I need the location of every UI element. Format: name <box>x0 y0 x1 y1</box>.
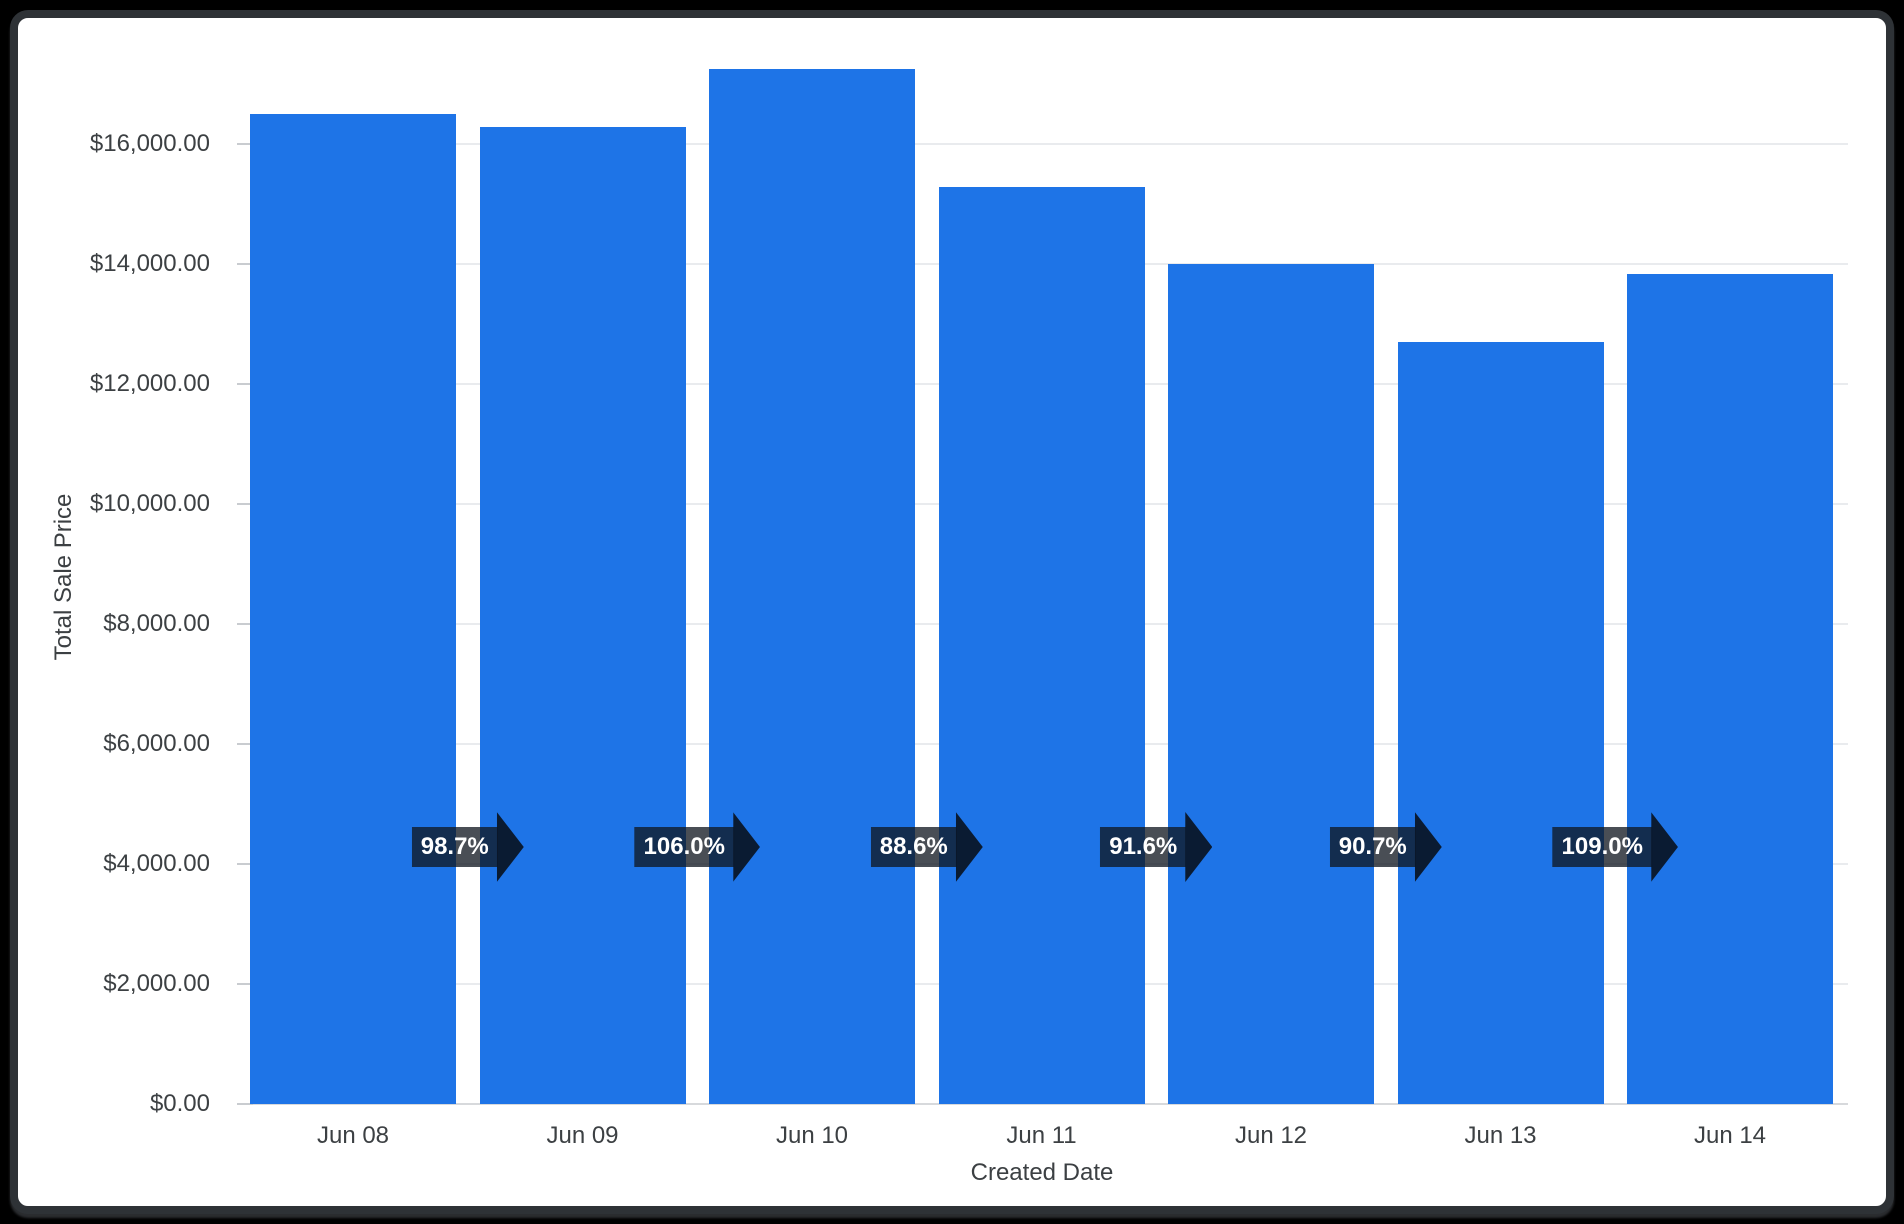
percent-change-badge: 91.6% <box>1100 812 1213 882</box>
y-tick-label: $14,000.00 <box>89 250 210 277</box>
y-axis-tick <box>237 983 253 985</box>
y-tick-label: $2,000.00 <box>103 970 210 997</box>
x-tick-label: Jun 12 <box>1234 1122 1308 1149</box>
x-tick-label: Jun 10 <box>775 1122 849 1149</box>
bar[interactable] <box>1397 342 1604 1104</box>
y-axis-title: Total Sale Price <box>50 493 77 661</box>
percent-change-badge: 88.6% <box>870 812 983 882</box>
x-axis-title: Created Date <box>970 1159 1114 1186</box>
arrow-right-icon <box>1650 812 1678 882</box>
x-tick-label: Jun 14 <box>1693 1122 1767 1149</box>
arrow-right-icon <box>1414 812 1442 882</box>
percent-change-badge: 98.7% <box>411 812 524 882</box>
percent-change-badge: 106.0% <box>634 812 760 882</box>
y-axis-tick <box>237 143 253 145</box>
x-tick-label: Jun 13 <box>1464 1122 1537 1149</box>
arrow-right-icon <box>955 812 983 882</box>
y-tick-label: $12,000.00 <box>89 370 210 397</box>
bar[interactable] <box>938 187 1145 1104</box>
x-axis-line <box>237 1103 1848 1105</box>
bar[interactable] <box>479 126 686 1104</box>
y-axis-tick <box>237 263 253 265</box>
bar[interactable] <box>1168 264 1374 1104</box>
percent-change-value: 91.6% <box>1100 827 1187 867</box>
bar[interactable] <box>709 69 915 1104</box>
y-tick-label: $0.00 <box>149 1090 210 1117</box>
x-tick-label: Jun 09 <box>546 1122 619 1149</box>
y-axis-tick <box>237 1103 253 1105</box>
arrow-right-icon <box>732 812 760 882</box>
bar[interactable] <box>1627 273 1833 1104</box>
y-tick-label: $8,000.00 <box>103 610 210 637</box>
gridline <box>237 143 1848 145</box>
y-tick-label: $6,000.00 <box>103 730 210 757</box>
y-axis-tick <box>237 503 253 505</box>
y-tick-label: $4,000.00 <box>103 850 210 877</box>
percent-change-value: 90.7% <box>1329 827 1416 867</box>
percent-change-value: 88.6% <box>870 827 957 867</box>
percent-change-value: 106.0% <box>634 827 734 867</box>
y-axis-tick <box>237 383 253 385</box>
x-tick-label: Jun 11 <box>1006 1122 1077 1149</box>
percent-change-value: 109.0% <box>1552 827 1652 867</box>
percent-change-value: 98.7% <box>411 827 498 867</box>
arrow-right-icon <box>496 812 524 882</box>
arrow-right-icon <box>1185 812 1213 882</box>
y-axis-tick <box>237 743 253 745</box>
percent-change-badge: 90.7% <box>1329 812 1442 882</box>
y-axis-tick <box>237 623 253 625</box>
bar[interactable] <box>250 114 456 1104</box>
y-tick-label: $16,000.00 <box>89 130 210 157</box>
y-axis-tick <box>237 863 253 865</box>
x-tick-label: Jun 08 <box>316 1122 390 1149</box>
y-tick-label: $10,000.00 <box>89 490 210 517</box>
percent-change-badge: 109.0% <box>1552 812 1678 882</box>
